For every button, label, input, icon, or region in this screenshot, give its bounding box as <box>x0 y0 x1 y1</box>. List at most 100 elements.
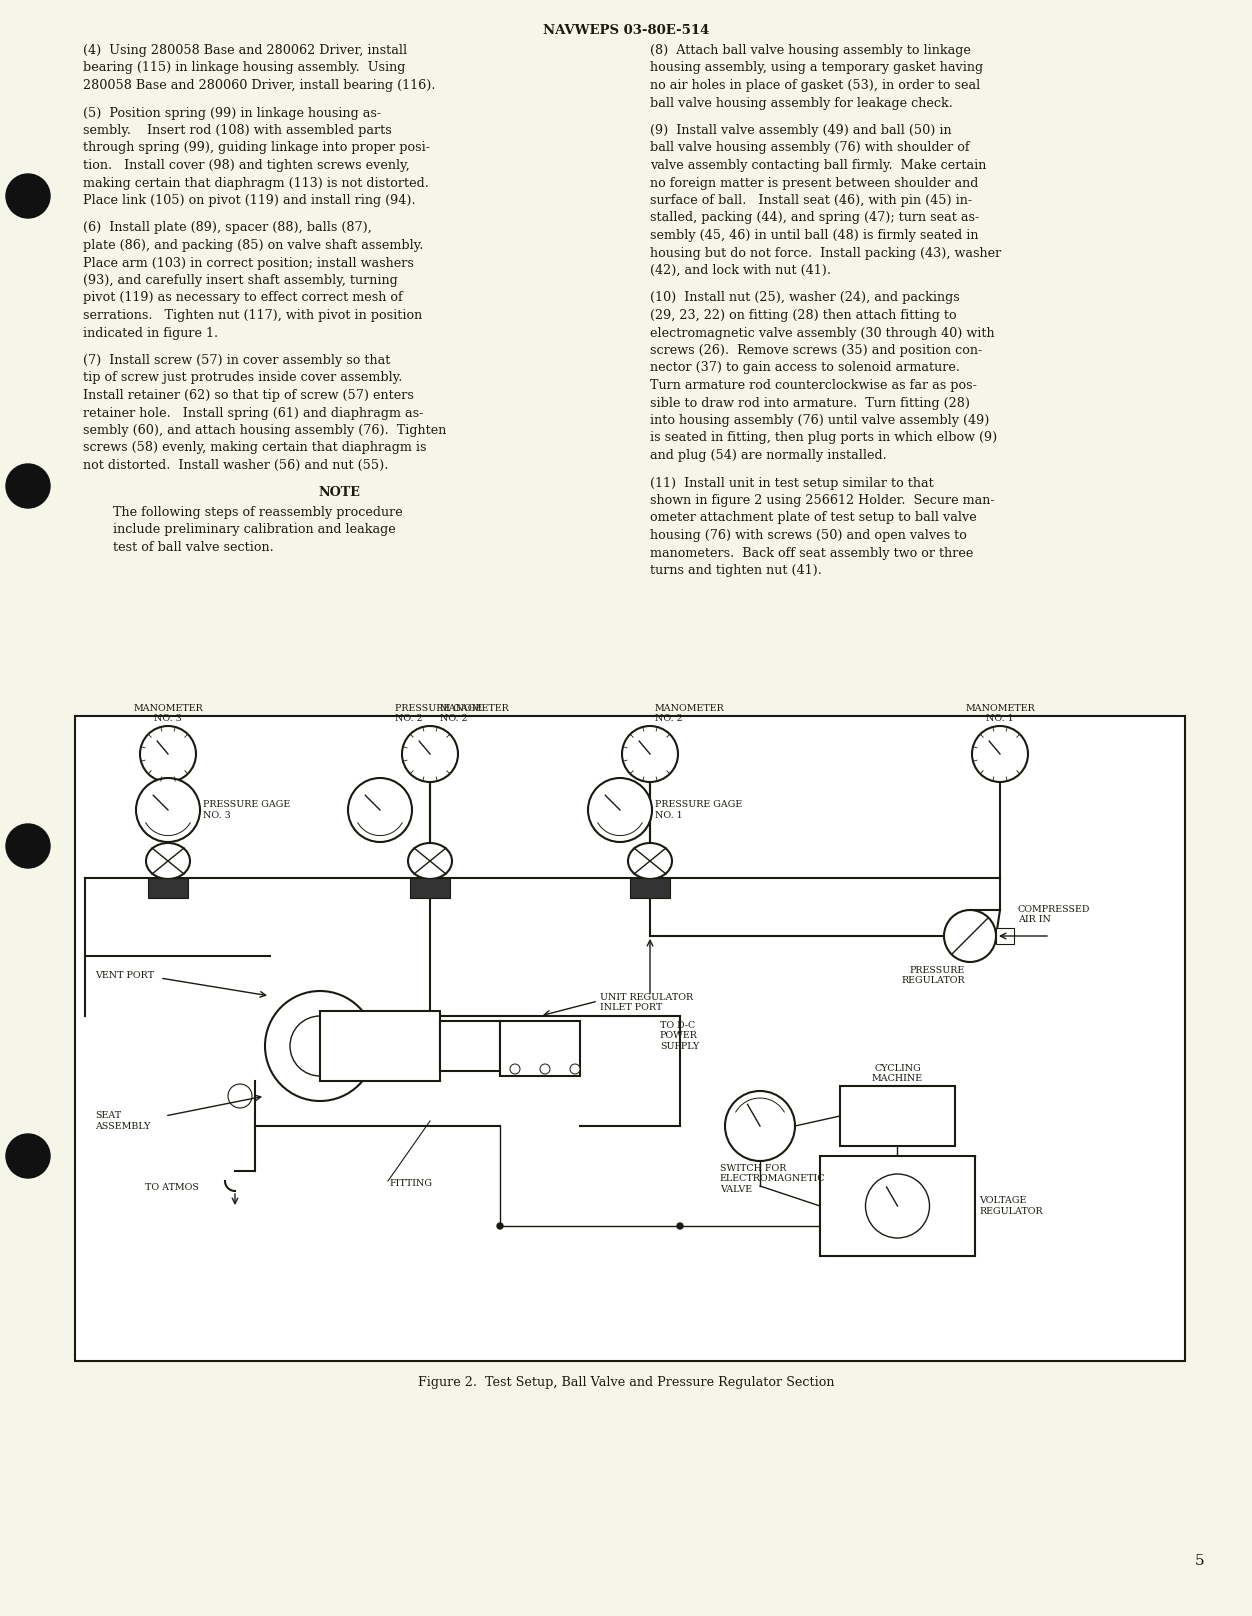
Text: no foreign matter is present between shoulder and: no foreign matter is present between sho… <box>650 176 978 189</box>
Text: turns and tighten nut (41).: turns and tighten nut (41). <box>650 564 821 577</box>
Bar <box>630 877 670 898</box>
Text: (9)  Install valve assembly (49) and ball (50) in: (9) Install valve assembly (49) and ball… <box>650 124 952 137</box>
Text: SEAT
ASSEMBLY: SEAT ASSEMBLY <box>95 1112 150 1131</box>
Circle shape <box>228 1084 252 1109</box>
Circle shape <box>6 175 50 218</box>
Text: MANOMETER
NO. 1: MANOMETER NO. 1 <box>965 703 1035 722</box>
Text: 280058 Base and 280060 Driver, install bearing (116).: 280058 Base and 280060 Driver, install b… <box>83 79 436 92</box>
Text: PRESSURE
REGULATOR: PRESSURE REGULATOR <box>901 966 965 986</box>
Text: (29, 23, 22) on fitting (28) then attach fitting to: (29, 23, 22) on fitting (28) then attach… <box>650 309 957 322</box>
Text: COMPRESSED
AIR IN: COMPRESSED AIR IN <box>1018 905 1090 924</box>
Bar <box>148 877 188 898</box>
Bar <box>439 1021 500 1071</box>
Text: (93), and carefully insert shaft assembly, turning: (93), and carefully insert shaft assembl… <box>83 275 398 288</box>
Text: (4)  Using 280058 Base and 280062 Driver, install: (4) Using 280058 Base and 280062 Driver,… <box>83 44 407 57</box>
Text: surface of ball.   Install seat (46), with pin (45) in-: surface of ball. Install seat (46), with… <box>650 194 972 207</box>
Text: ometer attachment plate of test setup to ball valve: ometer attachment plate of test setup to… <box>650 512 977 525</box>
Bar <box>409 877 449 898</box>
Circle shape <box>570 1063 580 1075</box>
Circle shape <box>677 1223 684 1230</box>
Text: is seated in fitting, then plug ports in which elbow (9): is seated in fitting, then plug ports in… <box>650 431 998 444</box>
Text: making certain that diaphragm (113) is not distorted.: making certain that diaphragm (113) is n… <box>83 176 429 189</box>
Text: bearing (115) in linkage housing assembly.  Using: bearing (115) in linkage housing assembl… <box>83 61 406 74</box>
Text: PRESSURE GAGE
NO. 3: PRESSURE GAGE NO. 3 <box>203 800 290 819</box>
Circle shape <box>290 1016 351 1076</box>
Text: through spring (99), guiding linkage into proper posi-: through spring (99), guiding linkage int… <box>83 142 429 155</box>
Circle shape <box>510 1063 520 1075</box>
Bar <box>997 928 1014 944</box>
Ellipse shape <box>146 844 190 879</box>
Circle shape <box>136 777 200 842</box>
Text: nector (37) to gain access to solenoid armature.: nector (37) to gain access to solenoid a… <box>650 362 960 375</box>
Circle shape <box>944 910 997 962</box>
Text: sible to draw rod into armature.  Turn fitting (28): sible to draw rod into armature. Turn fi… <box>650 396 970 409</box>
Text: NOTE: NOTE <box>318 486 359 499</box>
Text: FITTING: FITTING <box>391 1180 433 1188</box>
Ellipse shape <box>629 844 672 879</box>
Text: TO ATMOS: TO ATMOS <box>145 1183 199 1193</box>
Text: Place link (105) on pivot (119) and install ring (94).: Place link (105) on pivot (119) and inst… <box>83 194 416 207</box>
Circle shape <box>402 726 458 782</box>
Text: housing (76) with screws (50) and open valves to: housing (76) with screws (50) and open v… <box>650 528 967 541</box>
Ellipse shape <box>408 844 452 879</box>
Text: stalled, packing (44), and spring (47); turn seat as-: stalled, packing (44), and spring (47); … <box>650 212 979 225</box>
Text: (8)  Attach ball valve housing assembly to linkage: (8) Attach ball valve housing assembly t… <box>650 44 970 57</box>
Text: screws (26).  Remove screws (35) and position con-: screws (26). Remove screws (35) and posi… <box>650 344 983 357</box>
Text: into housing assembly (76) until valve assembly (49): into housing assembly (76) until valve a… <box>650 414 989 427</box>
Text: sembly (60), and attach housing assembly (76).  Tighten: sembly (60), and attach housing assembly… <box>83 423 447 436</box>
Text: TO D-C
POWER
SUPPLY: TO D-C POWER SUPPLY <box>660 1021 700 1050</box>
Text: (5)  Position spring (99) in linkage housing as-: (5) Position spring (99) in linkage hous… <box>83 107 381 120</box>
Circle shape <box>265 991 376 1100</box>
Text: no air holes in place of gasket (53), in order to seal: no air holes in place of gasket (53), in… <box>650 79 980 92</box>
Text: pivot (119) as necessary to effect correct mesh of: pivot (119) as necessary to effect corre… <box>83 291 403 304</box>
Text: electromagnetic valve assembly (30 through 40) with: electromagnetic valve assembly (30 throu… <box>650 326 994 339</box>
Circle shape <box>588 777 652 842</box>
Circle shape <box>540 1063 550 1075</box>
Circle shape <box>725 1091 795 1160</box>
Text: PRESSURE GAGE
NO. 2: PRESSURE GAGE NO. 2 <box>394 703 482 722</box>
Text: tip of screw just protrudes inside cover assembly.: tip of screw just protrudes inside cover… <box>83 372 402 385</box>
Text: test of ball valve section.: test of ball valve section. <box>113 541 274 554</box>
Text: sembly.    Insert rod (108) with assembled parts: sembly. Insert rod (108) with assembled … <box>83 124 392 137</box>
Text: ball valve housing assembly (76) with shoulder of: ball valve housing assembly (76) with sh… <box>650 142 969 155</box>
Text: PRESSURE GAGE
NO. 1: PRESSURE GAGE NO. 1 <box>655 800 742 819</box>
Text: plate (86), and packing (85) on valve shaft assembly.: plate (86), and packing (85) on valve sh… <box>83 239 423 252</box>
Text: retainer hole.   Install spring (61) and diaphragm as-: retainer hole. Install spring (61) and d… <box>83 407 423 420</box>
Circle shape <box>6 1134 50 1178</box>
Text: Install retainer (62) so that tip of screw (57) enters: Install retainer (62) so that tip of scr… <box>83 389 414 402</box>
Text: (11)  Install unit in test setup similar to that: (11) Install unit in test setup similar … <box>650 477 934 490</box>
Text: NAVWEPS 03-80E-514: NAVWEPS 03-80E-514 <box>543 24 709 37</box>
Text: Figure 2.  Test Setup, Ball Valve and Pressure Regulator Section: Figure 2. Test Setup, Ball Valve and Pre… <box>418 1375 834 1390</box>
Text: sembly (45, 46) in until ball (48) is firmly seated in: sembly (45, 46) in until ball (48) is fi… <box>650 229 979 242</box>
Text: UNIT REGULATOR
INLET PORT: UNIT REGULATOR INLET PORT <box>600 992 694 1012</box>
Bar <box>75 716 1184 1361</box>
Text: indicated in figure 1.: indicated in figure 1. <box>83 326 218 339</box>
Text: (6)  Install plate (89), spacer (88), balls (87),: (6) Install plate (89), spacer (88), bal… <box>83 221 372 234</box>
Circle shape <box>348 777 412 842</box>
Text: housing but do not force.  Install packing (43), washer: housing but do not force. Install packin… <box>650 247 1002 260</box>
Text: VENT PORT: VENT PORT <box>95 971 154 981</box>
Text: tion.   Install cover (98) and tighten screws evenly,: tion. Install cover (98) and tighten scr… <box>83 158 409 171</box>
Bar <box>321 1012 439 1081</box>
Bar <box>820 1155 975 1256</box>
Text: SWITCH FOR
ELECTROMAGNETIC
VALVE: SWITCH FOR ELECTROMAGNETIC VALVE <box>720 1164 825 1194</box>
Text: and plug (54) are normally installed.: and plug (54) are normally installed. <box>650 449 886 462</box>
Circle shape <box>865 1173 929 1238</box>
Text: ball valve housing assembly for leakage check.: ball valve housing assembly for leakage … <box>650 97 953 110</box>
Text: MANOMETER
NO. 2: MANOMETER NO. 2 <box>439 703 510 722</box>
Text: (10)  Install nut (25), washer (24), and packings: (10) Install nut (25), washer (24), and … <box>650 291 960 304</box>
Text: VOLTAGE
REGULATOR: VOLTAGE REGULATOR <box>979 1196 1043 1215</box>
Text: MANOMETER
NO. 2: MANOMETER NO. 2 <box>655 703 725 722</box>
Text: Turn armature rod counterclockwise as far as pos-: Turn armature rod counterclockwise as fa… <box>650 380 977 393</box>
Text: housing assembly, using a temporary gasket having: housing assembly, using a temporary gask… <box>650 61 983 74</box>
Text: (42), and lock with nut (41).: (42), and lock with nut (41). <box>650 263 831 276</box>
Text: The following steps of reassembly procedure: The following steps of reassembly proced… <box>113 506 403 519</box>
Bar <box>500 1021 580 1076</box>
Circle shape <box>622 726 679 782</box>
Circle shape <box>140 726 197 782</box>
Circle shape <box>972 726 1028 782</box>
Circle shape <box>497 1223 503 1230</box>
Text: not distorted.  Install washer (56) and nut (55).: not distorted. Install washer (56) and n… <box>83 459 388 472</box>
Text: MANOMETER
NO. 3: MANOMETER NO. 3 <box>133 703 203 722</box>
Text: shown in figure 2 using 256612 Holder.  Secure man-: shown in figure 2 using 256612 Holder. S… <box>650 494 994 507</box>
